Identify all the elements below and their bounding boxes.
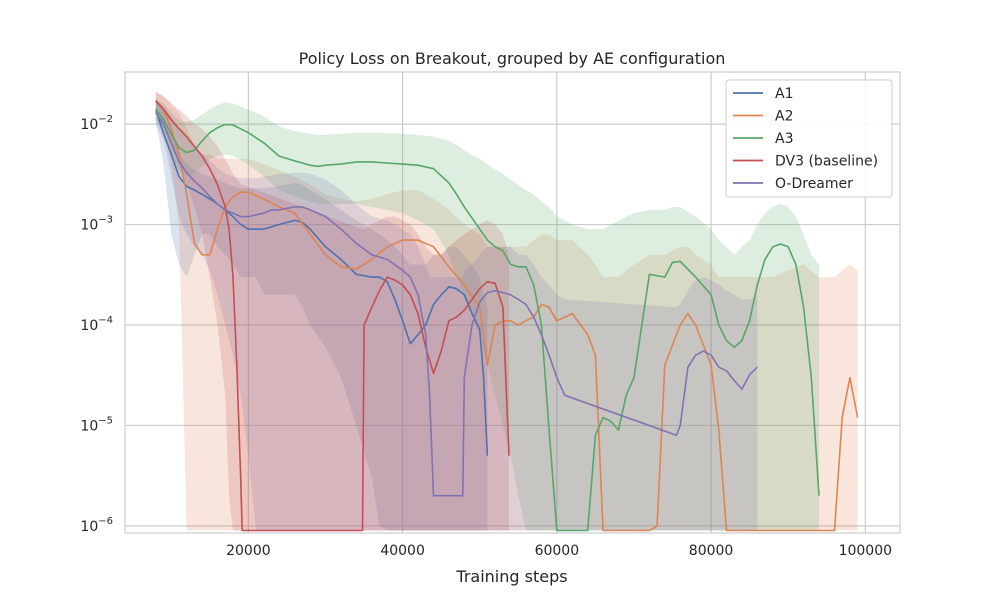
x-axis-label: Training steps (455, 567, 567, 586)
band-a2 (155, 91, 858, 531)
line-o-dreamer (155, 112, 758, 497)
legend-item-a1: A1 (733, 86, 793, 102)
x-tick-label: 20000 (226, 543, 271, 559)
series-lines (155, 100, 859, 532)
x-tick-label: 60000 (535, 543, 580, 559)
line-a1 (155, 109, 489, 456)
legend-item-o-dreamer: O-Dreamer (733, 176, 853, 192)
band-a3 (155, 98, 820, 531)
legend-item-dv3-baseline: DV3 (baseline) (733, 154, 878, 170)
y-tick-label: 10−3 (80, 215, 113, 234)
legend: A1 A2 A3 DV3 (baseline) O-Dreamer (725, 79, 893, 198)
legend-label: DV3 (baseline) (775, 154, 878, 170)
y-tick-label: 10−4 (80, 315, 113, 334)
y-tick-label: 10−5 (80, 415, 113, 434)
confidence-bands (155, 91, 858, 531)
plot-frame (124, 71, 901, 534)
x-tick-label: 40000 (380, 543, 425, 559)
legend-label: A2 (775, 109, 793, 125)
band-dv3-baseline (155, 91, 510, 531)
band-a1 (155, 98, 488, 531)
x-axis-ticks: 20000 40000 60000 80000 100000 (226, 543, 892, 559)
legend-item-a3: A3 (733, 131, 793, 147)
line-a2 (155, 100, 859, 532)
y-tick-label: 10−2 (80, 114, 113, 133)
line-a3 (155, 108, 820, 532)
x-tick-label: 100000 (839, 543, 892, 559)
line-dv3-baseline (155, 100, 510, 532)
x-tick-label: 80000 (689, 543, 734, 559)
legend-label: A3 (775, 131, 793, 147)
legend-label: A1 (775, 86, 793, 102)
legend-item-a2: A2 (733, 109, 793, 125)
legend-box (725, 79, 893, 198)
y-tick-label: 10−6 (80, 516, 113, 535)
y-axis-ticks: 10−6 10−5 10−4 10−3 10−2 (80, 114, 113, 535)
legend-label: O-Dreamer (775, 176, 853, 192)
chart-title: Policy Loss on Breakout, grouped by AE c… (299, 49, 726, 68)
